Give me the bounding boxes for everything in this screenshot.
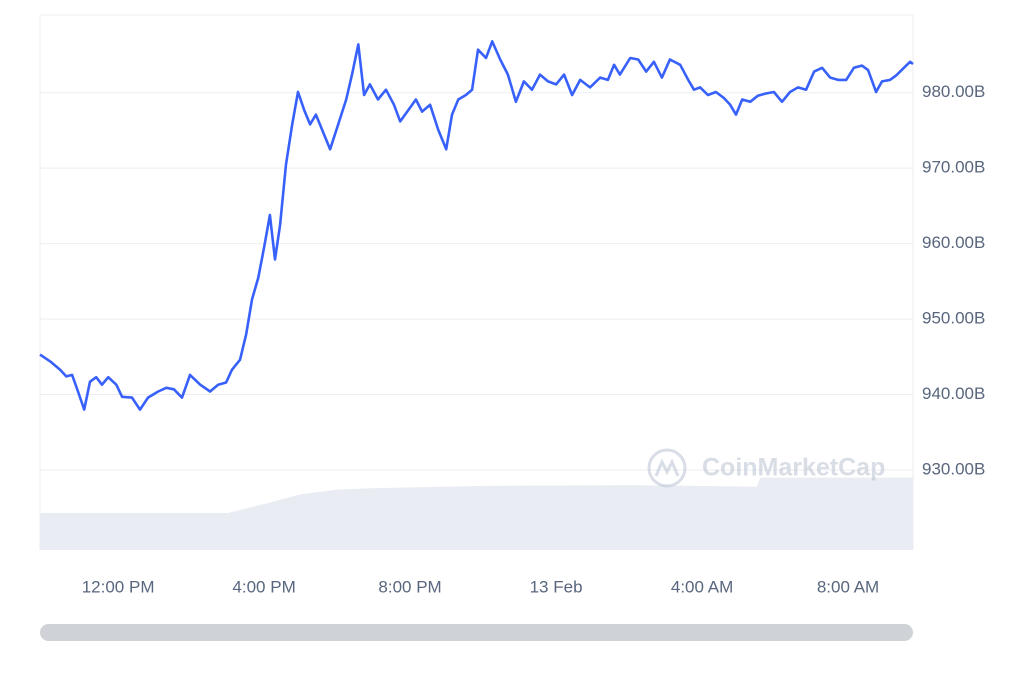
- price-line: [39, 40, 914, 411]
- watermark-logo: [654, 458, 680, 477]
- x-tick-label: 13 Feb: [530, 577, 583, 596]
- watermark: CoinMarketCap: [647, 448, 885, 488]
- x-tick-label: 8:00 AM: [817, 577, 879, 596]
- x-tick-label: 12:00 PM: [82, 577, 155, 596]
- y-tick-label: 980.00B: [922, 82, 985, 101]
- y-tick-label: 960.00B: [922, 233, 985, 252]
- watermark-logo: [647, 448, 687, 488]
- volume-area: [40, 477, 913, 550]
- x-tick-label: 4:00 PM: [232, 577, 295, 596]
- x-tick-label: 4:00 AM: [671, 577, 733, 596]
- scrollbar[interactable]: [40, 624, 913, 641]
- y-tick-label: 950.00B: [922, 309, 985, 328]
- y-tick-label: 930.00B: [922, 459, 985, 478]
- y-tick-label: 940.00B: [922, 384, 985, 403]
- watermark-text: CoinMarketCap: [702, 454, 885, 482]
- y-tick-label: 970.00B: [922, 158, 985, 177]
- x-tick-label: 8:00 PM: [378, 577, 441, 596]
